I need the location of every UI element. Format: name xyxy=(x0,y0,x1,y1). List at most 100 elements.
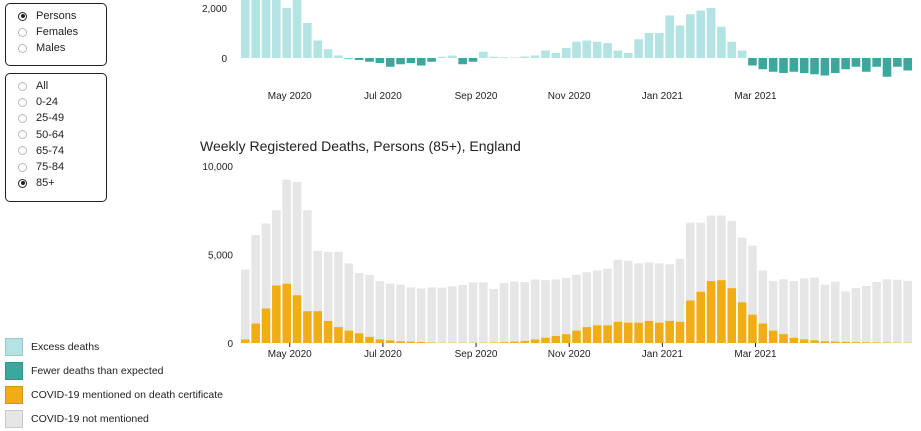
covid-bar xyxy=(696,292,705,343)
legend-label: COVID-19 not mentioned xyxy=(31,413,149,425)
not-mentioned-bar xyxy=(707,216,716,281)
excess-bar xyxy=(386,58,395,67)
covid-bar xyxy=(552,336,561,343)
covid-bar xyxy=(810,340,819,343)
x-tick-label: Jan 2021 xyxy=(642,91,684,102)
not-mentioned-bar xyxy=(541,280,550,338)
not-mentioned-bar xyxy=(727,221,736,288)
covid-bar xyxy=(583,327,592,343)
covid-bar xyxy=(541,338,550,343)
excess-bar xyxy=(790,58,799,72)
covid-bar xyxy=(831,342,840,343)
not-mentioned-bar xyxy=(241,270,250,340)
excess-bar xyxy=(686,14,695,58)
not-mentioned-bar xyxy=(790,281,799,338)
legend-label: Fewer deaths than expected xyxy=(31,365,164,377)
excess-bar xyxy=(645,33,654,58)
not-mentioned-bar xyxy=(738,238,747,303)
not-mentioned-bar xyxy=(903,281,912,343)
excess-bar xyxy=(759,58,768,69)
excess-bar xyxy=(438,57,447,58)
covid-bar xyxy=(386,340,395,343)
excess-bar xyxy=(376,58,385,63)
excess-bar xyxy=(520,57,529,59)
excess-bar xyxy=(531,56,540,59)
covid-bar xyxy=(800,339,809,343)
excess-bar xyxy=(479,52,488,58)
covid-bar xyxy=(655,323,664,343)
covid-bar xyxy=(634,323,643,343)
covid-bar xyxy=(262,308,271,343)
covid-bar xyxy=(531,339,540,343)
excess-bar xyxy=(593,42,602,58)
x-tick-label: Mar 2021 xyxy=(734,91,777,102)
not-mentioned-bar xyxy=(831,282,840,342)
covid-bar xyxy=(489,342,498,343)
excess-bar xyxy=(562,48,571,58)
excess-bar xyxy=(572,42,581,58)
covid-bar xyxy=(427,342,436,343)
not-mentioned-bar xyxy=(313,251,322,311)
not-mentioned-bar xyxy=(479,282,488,342)
legend-swatch xyxy=(5,362,23,380)
covid-bar xyxy=(676,322,685,343)
not-mentioned-bar xyxy=(303,210,312,311)
not-mentioned-bar xyxy=(552,279,561,335)
excess-bar xyxy=(883,58,892,77)
not-mentioned-bar xyxy=(469,282,478,342)
excess-bar xyxy=(748,58,757,66)
not-mentioned-bar xyxy=(417,288,426,341)
covid-bar xyxy=(303,311,312,343)
not-mentioned-bar xyxy=(520,282,529,341)
not-mentioned-bar xyxy=(427,287,436,342)
not-mentioned-bar xyxy=(821,285,830,342)
covid-bar xyxy=(872,342,881,343)
covid-bar xyxy=(748,315,757,343)
excess-bar xyxy=(676,26,685,59)
excess-bar xyxy=(334,56,343,59)
not-mentioned-bar xyxy=(334,252,343,327)
legend-item: COVID-19 mentioned on death certificate xyxy=(5,383,240,407)
covid-bar xyxy=(759,324,768,343)
excess-bar xyxy=(262,0,271,58)
not-mentioned-bar xyxy=(872,282,881,343)
excess-bar xyxy=(696,11,705,59)
covid-bar xyxy=(407,342,416,343)
not-mentioned-bar xyxy=(759,270,768,323)
not-mentioned-bar xyxy=(769,281,778,331)
covid-bar xyxy=(717,280,726,343)
x-tick-label: Nov 2020 xyxy=(548,349,591,360)
excess-bar xyxy=(634,39,643,58)
not-mentioned-bar xyxy=(810,278,819,341)
chart-title: Weekly Registered Deaths, Persons (85+),… xyxy=(200,138,521,154)
excess-bar xyxy=(800,58,809,73)
not-mentioned-bar xyxy=(645,262,654,320)
covid-bar xyxy=(520,341,529,343)
not-mentioned-bar xyxy=(562,278,571,334)
covid-bar xyxy=(282,284,291,343)
covid-bar xyxy=(603,325,612,343)
excess-bar xyxy=(407,58,416,63)
covid-bar xyxy=(593,325,602,343)
legend-label: Excess deaths xyxy=(31,341,99,353)
not-mentioned-bar xyxy=(893,280,902,343)
not-mentioned-bar xyxy=(324,252,333,321)
legend-item: COVID-19 not mentioned xyxy=(5,407,240,431)
not-mentioned-bar xyxy=(583,272,592,327)
not-mentioned-bar xyxy=(531,279,540,339)
not-mentioned-bar xyxy=(282,180,291,284)
excess-bar xyxy=(893,58,902,67)
covid-bar xyxy=(355,333,364,343)
legend-item: Fewer deaths than expected xyxy=(5,359,240,383)
excess-bar xyxy=(841,58,850,69)
excess-bar xyxy=(903,58,912,71)
not-mentioned-bar xyxy=(624,261,633,323)
excess-bar xyxy=(448,56,457,59)
covid-bar xyxy=(727,288,736,343)
x-tick-label: Mar 2021 xyxy=(734,349,777,360)
not-mentioned-bar xyxy=(655,263,664,322)
excess-bar xyxy=(810,58,819,74)
excess-bar xyxy=(552,53,561,58)
not-mentioned-bar xyxy=(603,269,612,326)
not-mentioned-bar xyxy=(696,223,705,292)
